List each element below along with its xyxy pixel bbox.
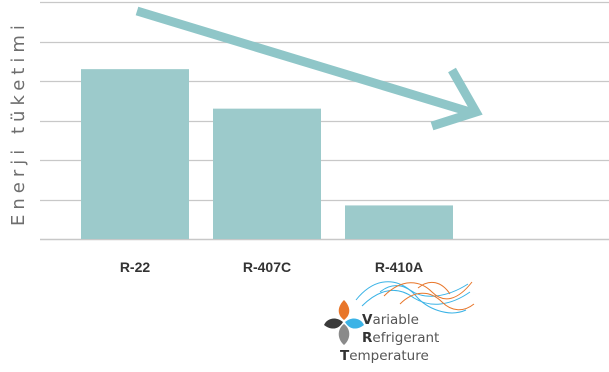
bars [81, 69, 453, 240]
bar-r-407c [213, 108, 321, 240]
category-label: R-407C [243, 259, 291, 275]
logo-line-refrigerant: Refrigerant [362, 330, 439, 346]
logo-initial-v: V [362, 312, 373, 328]
logo-rest-refrigerant: efrigerant [372, 330, 439, 346]
logo-line-variable: Variable [362, 312, 419, 328]
logo-rest-temperature: emperature [349, 348, 429, 364]
category-label: R-410A [375, 259, 423, 275]
trend-arrow-shaft [135, 6, 472, 117]
category-label: R-22 [120, 259, 151, 275]
bar-r-410a [345, 205, 453, 239]
trend-arrow-head [430, 67, 483, 131]
trend-arrow [135, 6, 483, 131]
logo-line-temperature: Temperature [340, 348, 429, 364]
bar-r-22 [81, 69, 189, 240]
petal-logo-icon [324, 300, 364, 345]
logo-rest-variable: ariable [372, 312, 418, 328]
vrt-logo: Variable Refrigerant Temperature [324, 281, 475, 364]
y-axis-label: Enerji tüketimi [8, 20, 29, 226]
logo-initial-t: T [340, 348, 350, 364]
swoosh-lines-icon [355, 281, 475, 314]
logo-initial-r: R [362, 330, 373, 346]
category-labels: R-22 R-407C R-410A [120, 259, 423, 275]
